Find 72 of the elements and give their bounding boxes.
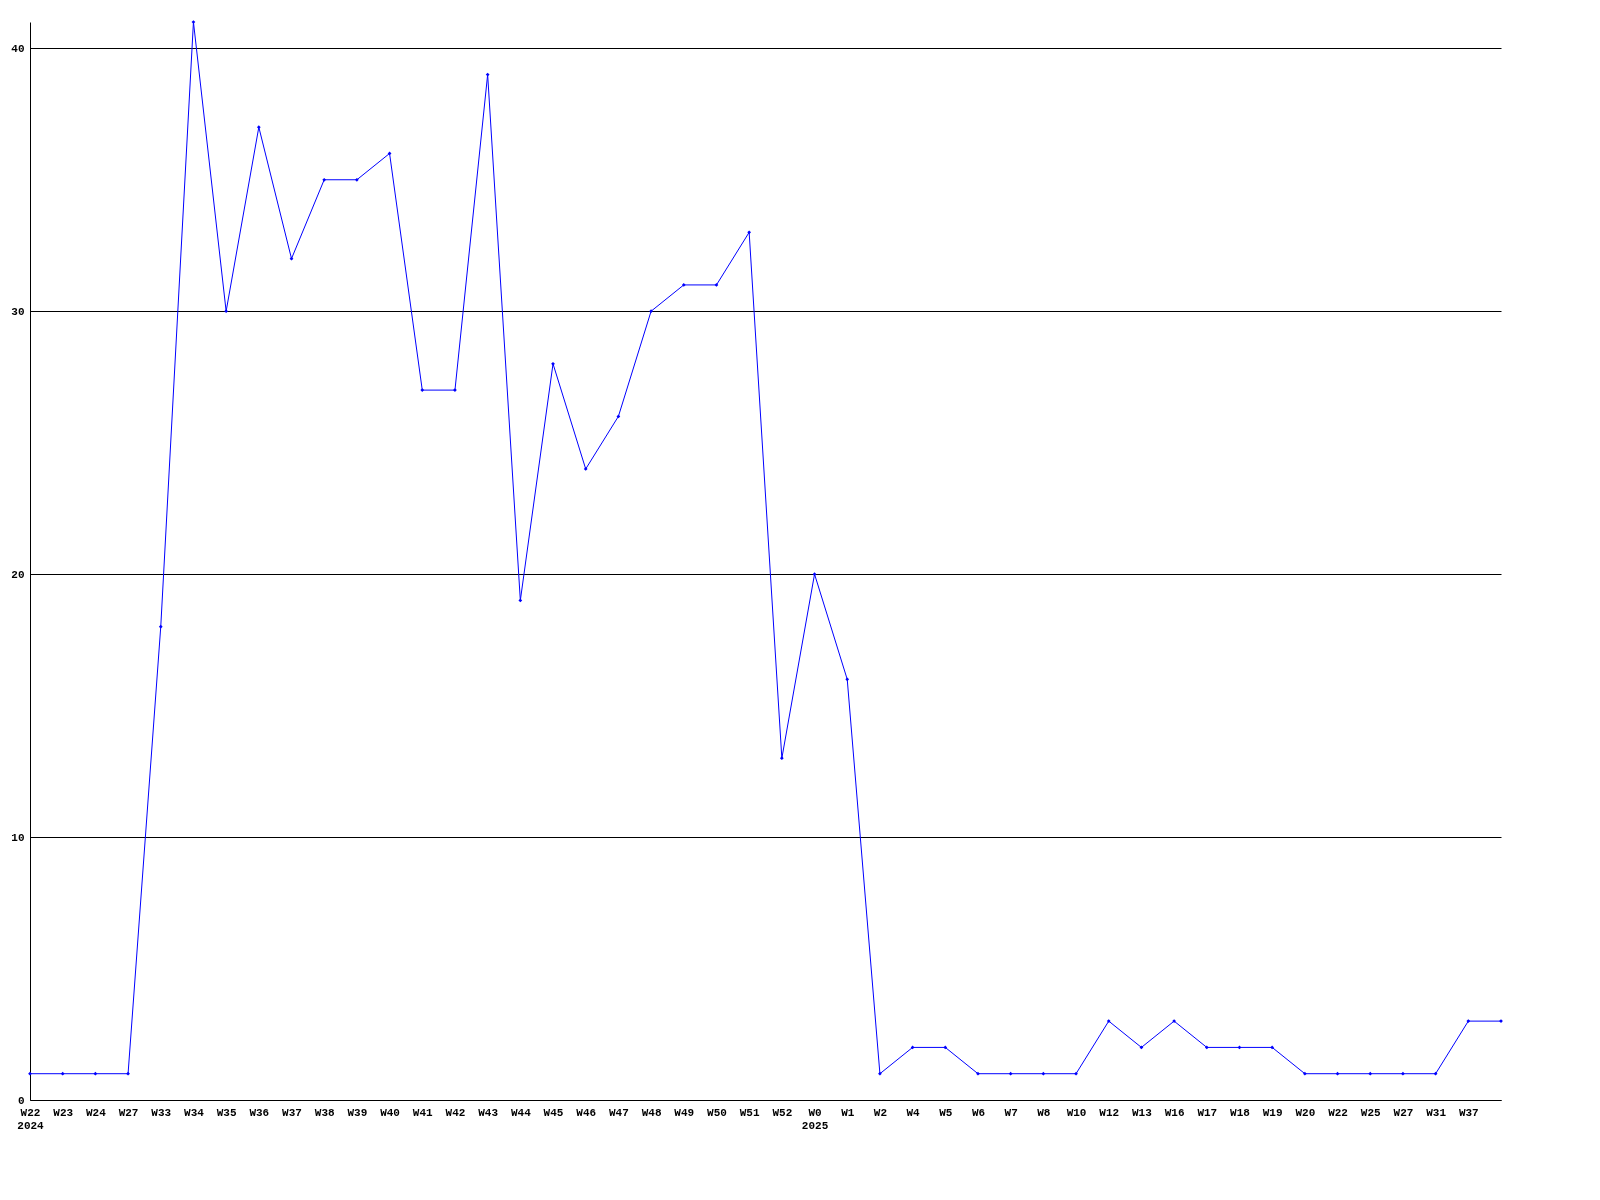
point: [649, 309, 653, 314]
point: [1335, 1071, 1340, 1076]
x-tick-label: W27: [1393, 1106, 1414, 1119]
x-tick-label: W47: [608, 1106, 629, 1119]
x-tick-label: W25: [1360, 1106, 1382, 1119]
x-tick-label: W0 2025: [801, 1106, 829, 1132]
point: [714, 283, 719, 287]
point: [28, 1071, 32, 1076]
x-tick-label: W36: [249, 1106, 270, 1119]
x-tick-label: W10: [1066, 1106, 1087, 1119]
x-tick-label: W33: [151, 1106, 172, 1119]
x-tick-label: W48: [641, 1106, 662, 1119]
x-tick-label: W46: [576, 1106, 597, 1119]
point: [1074, 1071, 1078, 1076]
x-tick-label: W43: [478, 1106, 499, 1119]
x-tick-label: W39: [347, 1106, 368, 1119]
x-tick-label: W7: [1004, 1106, 1018, 1119]
point: [551, 361, 555, 366]
x-tick-label: W34: [184, 1106, 205, 1119]
x-tick-label: W18: [1230, 1106, 1251, 1119]
x-tick-label: W2: [873, 1106, 888, 1119]
x-tick-label: W50: [707, 1106, 727, 1119]
x-tick-label: W16: [1164, 1106, 1185, 1119]
point: [1270, 1045, 1275, 1050]
x-tick-label: W6: [971, 1106, 986, 1119]
x-tick-label: W38: [314, 1106, 335, 1119]
y-tick-label: 40: [11, 42, 25, 55]
x-tick-label: W24: [85, 1106, 107, 1119]
x-tick-label: W23: [53, 1106, 74, 1119]
point: [126, 1071, 130, 1076]
x-tick-label: W17: [1197, 1106, 1218, 1119]
point: [681, 283, 686, 287]
point: [1401, 1071, 1405, 1076]
point: [1303, 1071, 1307, 1076]
x-tick-label: W22 2024: [17, 1106, 45, 1132]
x-tick-label: W4: [906, 1106, 921, 1119]
y-tick-label: 0: [17, 1094, 25, 1107]
x-tick-label: W1: [841, 1106, 855, 1119]
x-tick-label: W19: [1262, 1106, 1283, 1119]
x-tick-label: W22: [1328, 1106, 1348, 1119]
point: [583, 467, 588, 471]
point: [976, 1071, 980, 1076]
x-tick-label: W42: [445, 1106, 466, 1119]
x-tick-label: W13: [1132, 1106, 1153, 1119]
point: [1106, 1019, 1111, 1023]
x-tick-label: W52: [772, 1106, 793, 1119]
point: [812, 572, 817, 577]
x-tick-label: W41: [412, 1106, 434, 1119]
point: [355, 177, 359, 182]
x-tick-label: W37: [282, 1106, 302, 1119]
x-tick-label: W12: [1099, 1106, 1120, 1119]
x-tick-label: W20: [1295, 1106, 1316, 1119]
x-tick-label: W40: [380, 1106, 400, 1119]
point: [191, 20, 196, 24]
x-tick-label: W49: [674, 1106, 695, 1119]
x-tick-label: W5: [939, 1106, 953, 1119]
point: [747, 230, 752, 235]
x-tick-label: W45: [543, 1106, 564, 1119]
y-tick-label: 20: [11, 568, 25, 581]
x-tick-label: W44: [510, 1106, 532, 1119]
y-tick-label: 10: [11, 831, 25, 844]
point: [878, 1071, 882, 1076]
y-tick-label: 30: [11, 305, 25, 318]
x-tick-label: W37: [1458, 1106, 1479, 1119]
point: [1466, 1019, 1471, 1023]
x-tick-label: W35: [216, 1106, 237, 1119]
x-tick-label: W31: [1426, 1106, 1447, 1119]
x-tick-label: W51: [739, 1106, 760, 1119]
x-tick-label: W27: [118, 1106, 139, 1119]
point: [1204, 1045, 1209, 1050]
x-tick-label: W8: [1037, 1106, 1051, 1119]
point: [420, 388, 425, 392]
